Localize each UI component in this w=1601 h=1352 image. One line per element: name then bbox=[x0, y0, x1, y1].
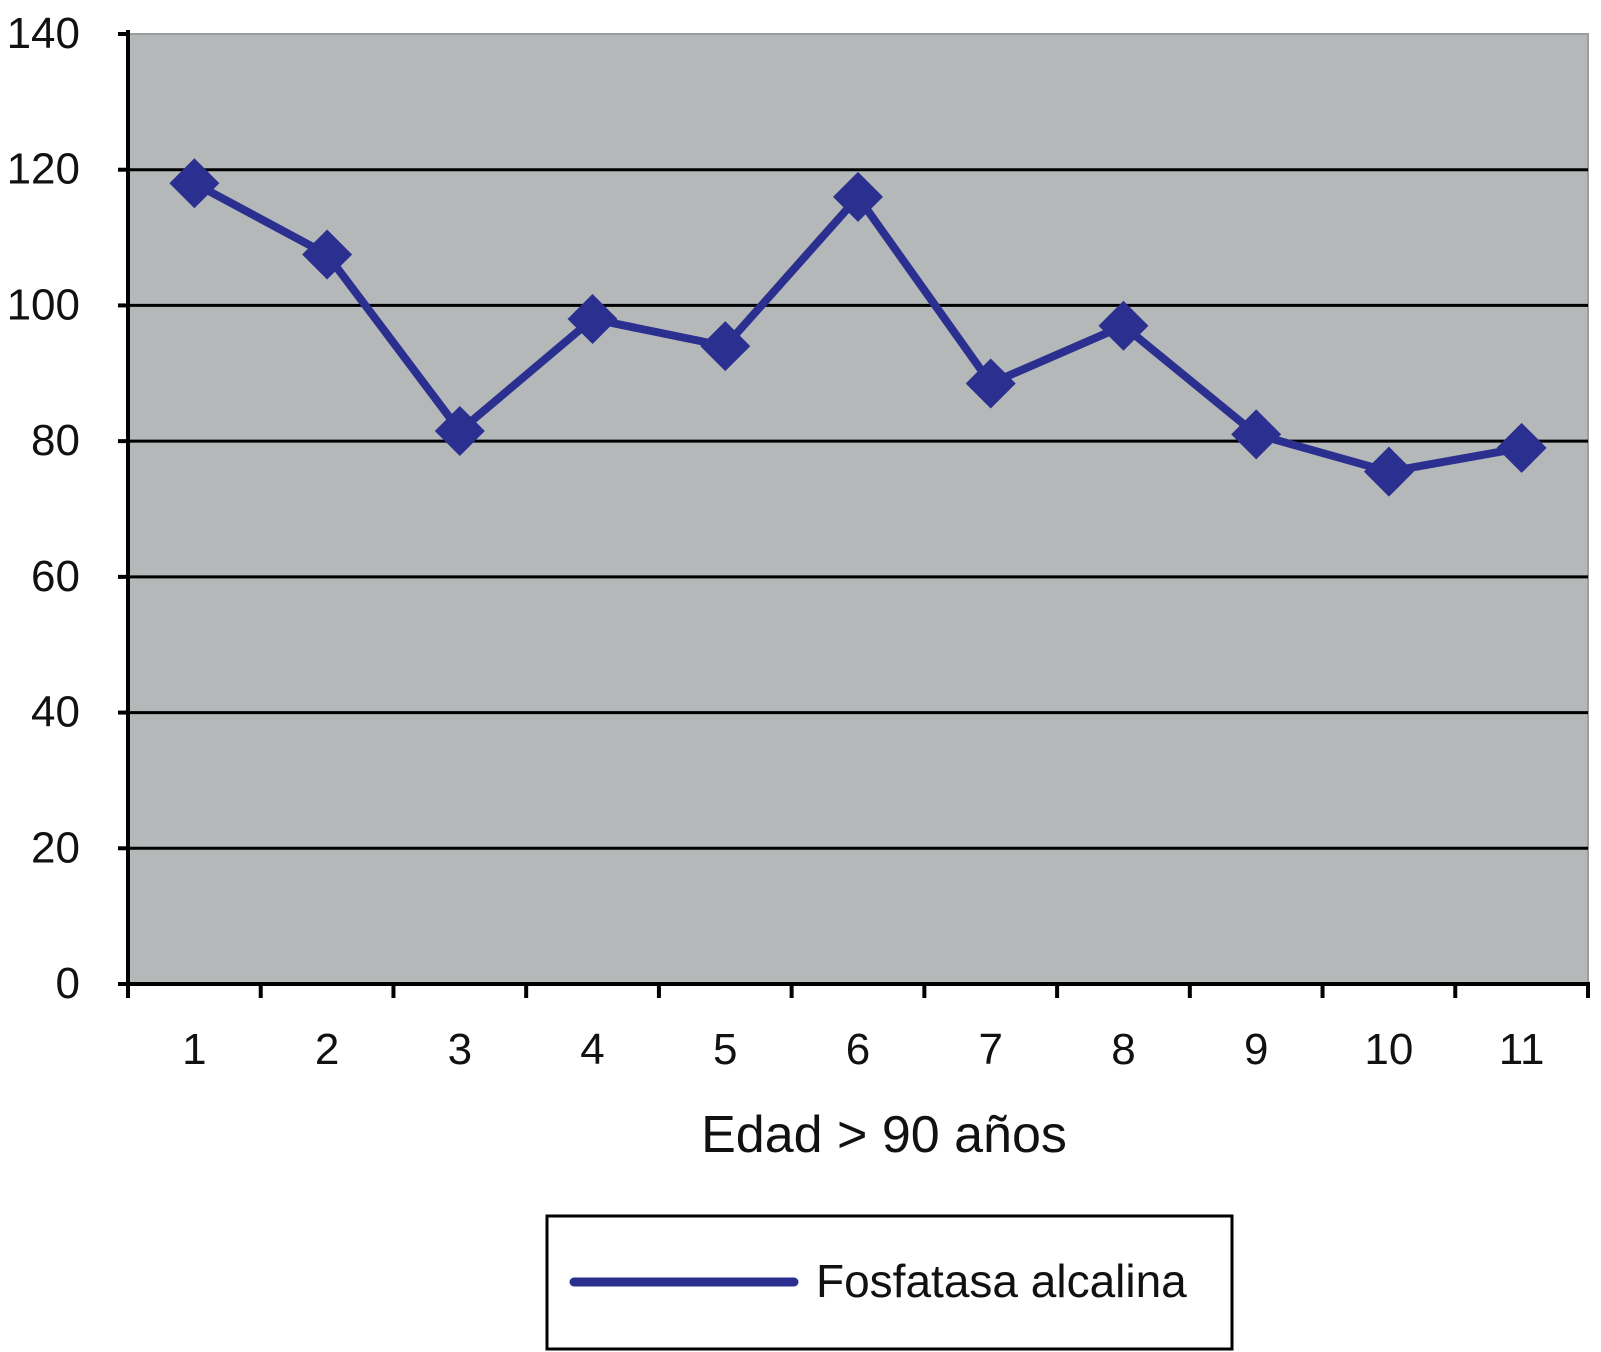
x-tick-label: 4 bbox=[580, 1025, 604, 1074]
y-ticks: 0 20 40 60 80 100 120 140 bbox=[7, 9, 128, 1008]
x-axis-title: Edad > 90 años bbox=[701, 1106, 1067, 1164]
data-point-marker bbox=[1363, 446, 1414, 497]
y-tick-label: 60 bbox=[31, 552, 80, 601]
axes bbox=[124, 30, 1590, 988]
x-tick-label: 10 bbox=[1364, 1025, 1413, 1074]
data-point-marker bbox=[434, 405, 485, 456]
x-tick-label: 11 bbox=[1499, 1025, 1545, 1074]
x-tick-label: 2 bbox=[315, 1025, 339, 1074]
legend-label: Fosfatasa alcalina bbox=[816, 1255, 1187, 1307]
series-group bbox=[169, 158, 1547, 497]
y-tick-label: 100 bbox=[7, 280, 80, 329]
data-point-marker bbox=[1496, 422, 1547, 473]
y-tick-label: 80 bbox=[31, 416, 80, 465]
y-tick-label: 140 bbox=[7, 9, 80, 58]
x-tick-label: 6 bbox=[846, 1025, 870, 1074]
x-tick-label: 9 bbox=[1244, 1025, 1268, 1074]
data-point-marker bbox=[1231, 409, 1282, 460]
legend: Fosfatasa alcalina bbox=[545, 1214, 1234, 1351]
y-tick-label: 40 bbox=[31, 688, 80, 737]
data-point-marker bbox=[302, 229, 353, 280]
data-point-marker bbox=[833, 171, 883, 222]
x-tick-label: 7 bbox=[978, 1025, 1002, 1074]
x-tick-label: 5 bbox=[713, 1025, 737, 1074]
data-point-marker bbox=[1098, 300, 1149, 351]
y-tick-label: 120 bbox=[7, 145, 80, 194]
x-ticks: 1 2 3 4 5 6 7 8 9 10 11 bbox=[126, 984, 1590, 1074]
x-tick-label: 8 bbox=[1111, 1025, 1135, 1074]
data-point-marker bbox=[567, 294, 618, 344]
data-point-marker bbox=[965, 358, 1016, 409]
y-tick-label: 0 bbox=[56, 959, 80, 1008]
y-tick-label: 20 bbox=[31, 823, 80, 872]
gridlines bbox=[128, 168, 1588, 850]
x-tick-label: 1 bbox=[182, 1025, 206, 1074]
data-point-marker bbox=[169, 158, 220, 209]
x-tick-label: 3 bbox=[448, 1025, 472, 1074]
data-point-marker bbox=[700, 321, 751, 372]
